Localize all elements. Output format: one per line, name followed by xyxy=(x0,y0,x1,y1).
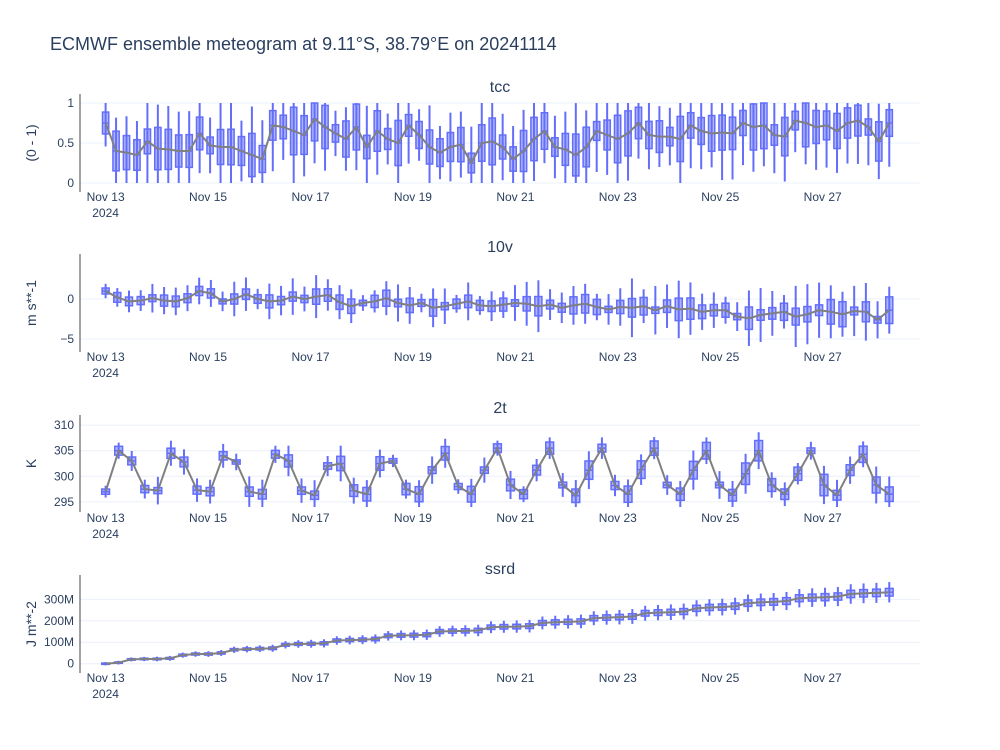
x-tick-label: Nov 23 xyxy=(599,511,637,525)
panel-tcc: tcc 0 0.5 1 (0 - 1) Nov 13 2024 Nov 15 Nov 17 Nov… xyxy=(23,79,920,220)
panel-title-tcc: tcc xyxy=(490,79,510,96)
y-tick-label: 0 xyxy=(67,657,74,671)
x-tick-label: Nov 27 xyxy=(804,671,842,685)
x-tick-label: Nov 19 xyxy=(394,671,432,685)
y-tick-label: 300M xyxy=(44,592,74,606)
mean-line xyxy=(104,445,890,498)
x-tick-label: Nov 21 xyxy=(496,190,534,204)
y-tick-label: 1 xyxy=(67,96,74,110)
panel-title-ssrd: ssrd xyxy=(485,561,515,578)
y-tick-label: 0 xyxy=(67,292,74,306)
x-tick-label: Nov 27 xyxy=(804,511,842,525)
y-tick-label: 305 xyxy=(54,444,74,458)
x-tick-label: Nov 25 xyxy=(701,671,739,685)
panel-ssrd: ssrd 0 100M 200M 300M J m**-2 Nov 13 2024 Nov 15… xyxy=(23,561,920,701)
panel-2t: 2t 295 300 305 310 K Nov 13 2024 Nov 15 Nov 17 Nov… xyxy=(23,400,920,541)
x-tick-label: Nov 23 xyxy=(599,350,637,364)
y-axis-label: J m**-2 xyxy=(23,601,39,647)
panel-title-2t: 2t xyxy=(493,400,507,417)
x-tick-label: Nov 19 xyxy=(394,350,432,364)
x-tick-label: Nov 19 xyxy=(394,511,432,525)
mean-line xyxy=(105,289,890,322)
x-tick-label: Nov 23 xyxy=(599,671,637,685)
x-tick-label: Nov 25 xyxy=(701,190,739,204)
x-tick-label: Nov 21 xyxy=(496,350,534,364)
mean-line xyxy=(105,591,890,665)
y-tick-label: 200M xyxy=(44,614,74,628)
x-tick-label: Nov 15 xyxy=(189,350,227,364)
x-tick-label: Nov 23 xyxy=(599,190,637,204)
x-tick-year-label: 2024 xyxy=(92,206,119,220)
x-tick-label: Nov 15 xyxy=(189,671,227,685)
y-axis-label: (0 - 1) xyxy=(23,124,39,161)
y-axis-label: K xyxy=(23,458,39,468)
x-tick-label: Nov 15 xyxy=(189,511,227,525)
x-tick-label: Nov 13 xyxy=(87,671,125,685)
x-tick-label: Nov 13 xyxy=(87,511,125,525)
x-tick-label: Nov 27 xyxy=(804,190,842,204)
y-tick-label: 0.5 xyxy=(57,136,74,150)
y-tick-label: 100M xyxy=(44,635,74,649)
x-tick-label: Nov 19 xyxy=(394,190,432,204)
y-tick-label: 300 xyxy=(54,469,74,483)
panel-10v: 10v −5 0 m s**-1 Nov 13 2024 Nov 15 Nov 17 Nov 1… xyxy=(23,239,920,380)
x-tick-label: Nov 25 xyxy=(701,511,739,525)
x-tick-label: Nov 25 xyxy=(701,350,739,364)
x-tick-year-label: 2024 xyxy=(92,527,119,541)
x-tick-label: Nov 15 xyxy=(189,190,227,204)
x-tick-label: Nov 17 xyxy=(291,511,329,525)
y-axis-label: m s**-1 xyxy=(23,280,39,326)
x-tick-label: Nov 17 xyxy=(291,671,329,685)
mean-line xyxy=(104,117,891,166)
x-tick-label: Nov 21 xyxy=(496,671,534,685)
x-tick-label: Nov 13 xyxy=(87,190,125,204)
y-tick-label: −5 xyxy=(60,332,74,346)
x-tick-label: Nov 17 xyxy=(291,190,329,204)
panel-title-10v: 10v xyxy=(487,239,513,256)
x-tick-label: Nov 21 xyxy=(496,511,534,525)
y-tick-label: 310 xyxy=(54,418,74,432)
figure-title: ECMWF ensemble meteogram at 9.11°S, 38.7… xyxy=(50,34,557,54)
y-tick-label: 295 xyxy=(54,495,74,509)
x-tick-label: Nov 27 xyxy=(804,350,842,364)
y-tick-label: 0 xyxy=(67,176,74,190)
x-tick-year-label: 2024 xyxy=(92,687,119,701)
x-tick-year-label: 2024 xyxy=(92,366,119,380)
x-tick-label: Nov 13 xyxy=(87,350,125,364)
x-tick-label: Nov 17 xyxy=(291,350,329,364)
